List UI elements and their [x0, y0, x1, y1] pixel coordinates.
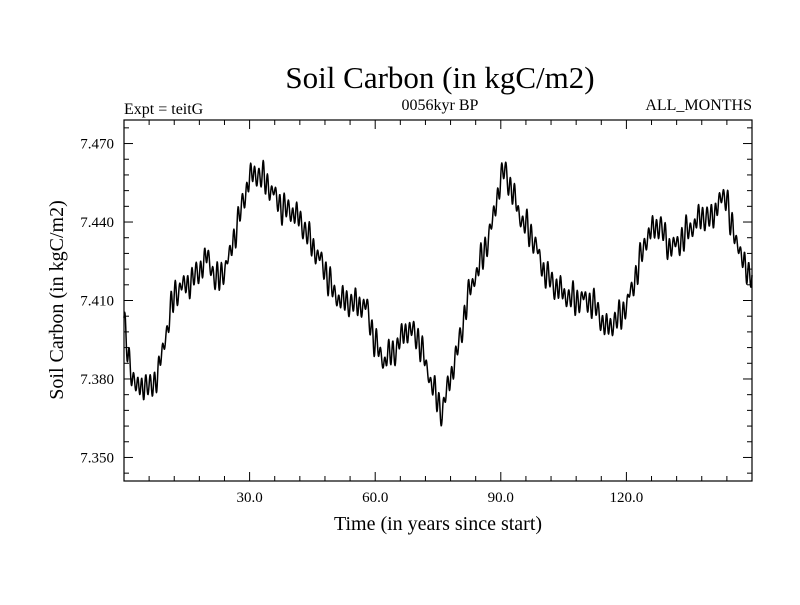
tick-layer: 30.0 60.0 90.0 120.0 7.350 7.380 7.410 7.440 7.4…: [80, 120, 752, 506]
y-tick-label: 7.470: [80, 137, 114, 153]
data-layer: [123, 159, 753, 427]
y-tick-label: 7.440: [80, 215, 114, 231]
y-tick-label: 7.380: [80, 372, 114, 388]
period-label: 0056kyr BP: [402, 97, 479, 114]
plot-frame: [123, 119, 753, 482]
chart-title: Soil Carbon (in kgC/m2): [285, 60, 594, 95]
x-tick-label: 30.0: [236, 490, 262, 506]
x-tick-label: 120.0: [610, 490, 644, 506]
y-axis-label: Soil Carbon (in kgC/m2): [46, 200, 68, 399]
y-tick-label: 7.350: [80, 450, 114, 466]
x-tick-label: 90.0: [488, 490, 514, 506]
x-axis-label: Time (in years since start): [334, 513, 542, 535]
experiment-label: Expt = teitG: [124, 101, 204, 118]
months-label: ALL_MONTHS: [645, 97, 752, 114]
series-line-soil-carbon: [123, 159, 753, 427]
y-tick-label: 7.410: [80, 294, 114, 310]
x-tick-label: 60.0: [362, 490, 388, 506]
